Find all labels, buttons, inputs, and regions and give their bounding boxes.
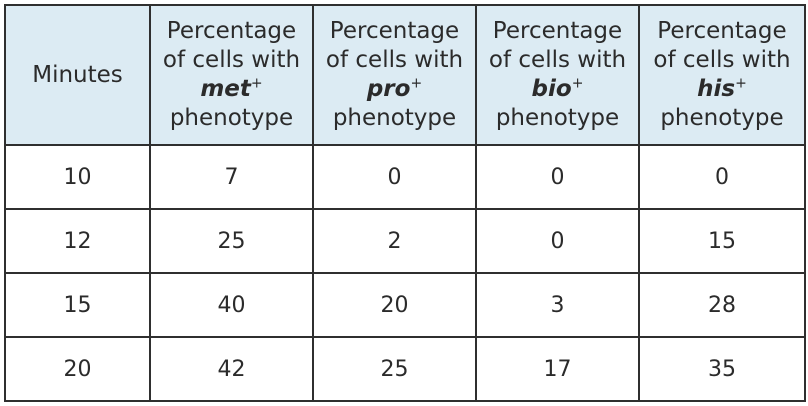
table-cell-met: 7 [149, 144, 314, 210]
table-row: 20 42 25 17 35 [4, 336, 806, 402]
phenotype-table: Minutes Percentage of cells with met+ ph… [4, 4, 806, 402]
header-line1: Percentage [329, 18, 460, 44]
gene-superscript: + [410, 75, 423, 92]
header-row: Minutes Percentage of cells with met+ ph… [4, 4, 806, 146]
table-cell-pro: 25 [312, 336, 477, 402]
table-cell-pro: 0 [312, 144, 477, 210]
header-bio: Percentage of cells with bio+ phenotype [475, 4, 640, 146]
table-cell-minutes: 15 [4, 272, 151, 338]
table-cell-his: 0 [638, 144, 806, 210]
gene-superscript: + [250, 75, 263, 92]
header-gene-line: pro+ [314, 75, 475, 104]
table-row: 15 40 20 3 28 [4, 272, 806, 338]
table-row: 12 25 2 0 15 [4, 208, 806, 274]
table-cell-met: 25 [149, 208, 314, 274]
table-cell-minutes: 12 [4, 208, 151, 274]
header-line2: of cells with [653, 47, 791, 73]
header-pro: Percentage of cells with pro+ phenotype [312, 4, 477, 146]
header-line4: phenotype [332, 105, 457, 131]
header-met: Percentage of cells with met+ phenotype [149, 4, 314, 146]
table-cell-his: 15 [638, 208, 806, 274]
header-his: Percentage of cells with his+ phenotype [638, 4, 806, 146]
gene-name: met [200, 76, 251, 102]
gene-superscript: + [735, 75, 747, 92]
header-line1: Percentage [166, 18, 297, 44]
table-cell-bio: 17 [475, 336, 640, 402]
table-cell-met: 40 [149, 272, 314, 338]
gene-name: bio [531, 76, 572, 102]
header-minutes: Minutes [4, 4, 151, 146]
table-cell-his: 35 [638, 336, 806, 402]
table-cell-his: 28 [638, 272, 806, 338]
header-line1: Percentage [657, 18, 787, 44]
header-minutes-label: Minutes [32, 61, 123, 88]
header-line2: of cells with [488, 47, 627, 73]
table-cell-minutes: 20 [4, 336, 151, 402]
table-cell-pro: 2 [312, 208, 477, 274]
header-line2: of cells with [325, 47, 464, 73]
table-cell-bio: 0 [475, 144, 640, 210]
table-cell-minutes: 10 [4, 144, 151, 210]
header-line4: phenotype [495, 105, 620, 131]
header-line4: phenotype [660, 105, 784, 131]
gene-name: his [697, 76, 736, 102]
table-cell-pro: 20 [312, 272, 477, 338]
header-line4: phenotype [169, 105, 294, 131]
gene-name: pro [366, 76, 411, 102]
table-cell-bio: 0 [475, 208, 640, 274]
header-line2: of cells with [162, 47, 301, 73]
header-line1: Percentage [492, 18, 623, 44]
header-gene-line: his+ [640, 75, 804, 104]
table-cell-bio: 3 [475, 272, 640, 338]
gene-superscript: + [571, 75, 584, 92]
table-row: 10 7 0 0 0 [4, 144, 806, 210]
table-cell-met: 42 [149, 336, 314, 402]
header-gene-line: met+ [151, 75, 312, 104]
header-gene-line: bio+ [477, 75, 638, 104]
